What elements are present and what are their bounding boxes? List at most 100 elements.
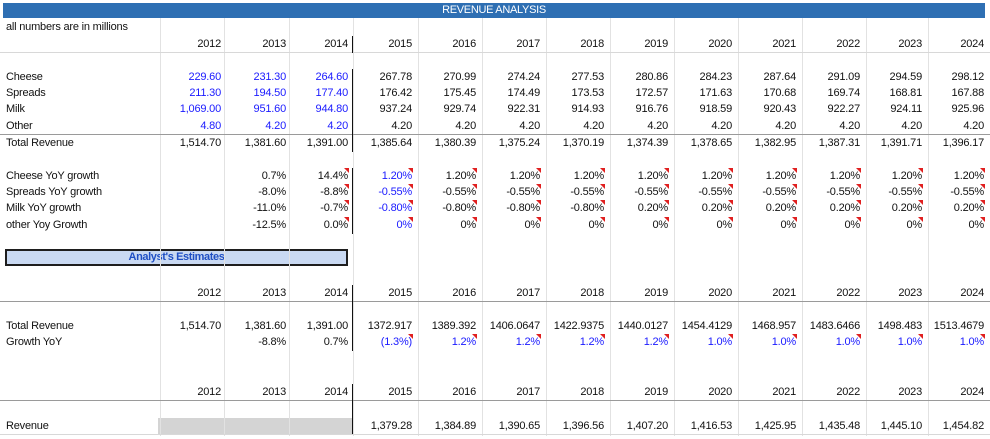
estimates-total-row-cell[interactable]: 1422.9375 (553, 320, 604, 332)
revenue-row-cell[interactable]: 1,384.89 (434, 420, 476, 432)
milk-growth-row-cell[interactable]: -0.80% (570, 202, 604, 214)
comment-indicator-icon[interactable] (664, 217, 669, 222)
estimates-year-header-cell[interactable]: 2023 (898, 287, 922, 299)
comment-indicator-icon[interactable] (856, 168, 861, 173)
comment-indicator-icon[interactable] (408, 200, 413, 205)
spreads-row-cell[interactable]: 168.81 (889, 87, 923, 99)
spreads-growth-row-cell[interactable]: -0.55% (634, 186, 668, 198)
comment-indicator-icon[interactable] (408, 168, 413, 173)
estimates-growth-row-cell[interactable]: 1.0% (835, 336, 860, 348)
comment-indicator-icon[interactable] (918, 334, 923, 339)
other-row-cell[interactable]: 4.20 (647, 120, 668, 132)
revenue-row-cell[interactable] (286, 418, 348, 434)
cheese-row-cell[interactable]: 231.30 (253, 71, 287, 83)
estimates-year-header-cell[interactable]: 2014 (324, 287, 348, 299)
total-revenue-row-cell[interactable]: 1,391.00 (306, 137, 348, 149)
other-growth-row-cell[interactable]: 0% (460, 219, 477, 231)
other-row-cell[interactable]: 4.20 (775, 120, 796, 132)
other-growth-row-cell[interactable]: 0% (396, 219, 413, 231)
year-header-cell[interactable]: 2018 (580, 38, 604, 50)
comment-indicator-icon[interactable] (536, 334, 541, 339)
comment-indicator-icon[interactable] (536, 184, 541, 189)
estimates-year-header-cell[interactable]: 2013 (262, 287, 286, 299)
comment-indicator-icon[interactable] (918, 168, 923, 173)
estimates-growth-row-cell[interactable]: 1.2% (643, 336, 668, 348)
milk-row-cell[interactable]: 1,069.00 (179, 103, 221, 115)
milk-row-cell[interactable]: 924.11 (890, 103, 922, 115)
year-header-cell[interactable]: 2015 (388, 38, 412, 50)
revenue-row-cell[interactable]: 1,445.10 (880, 420, 922, 432)
other-growth-row-cell[interactable]: 0% (588, 219, 605, 231)
spreads-row-label[interactable]: Spreads (6, 87, 46, 99)
year-header-cell[interactable]: 2017 (516, 38, 540, 50)
comment-indicator-icon[interactable] (856, 200, 861, 205)
other-growth-row-cell[interactable]: 0% (780, 219, 797, 231)
milk-row-cell[interactable]: 944.80 (315, 103, 349, 115)
revenue-year-header-cell[interactable]: 2012 (197, 386, 221, 398)
year-header-cell[interactable]: 2021 (772, 38, 796, 50)
milk-row-cell[interactable]: 925.96 (951, 103, 985, 115)
other-row-cell[interactable]: 4.80 (200, 120, 221, 132)
comment-indicator-icon[interactable] (536, 200, 541, 205)
comment-indicator-icon[interactable] (408, 334, 413, 339)
milk-growth-row-cell[interactable]: 0.20% (891, 202, 922, 214)
revenue-row-cell[interactable]: 1,435.48 (818, 420, 860, 432)
spreads-growth-row-cell[interactable] (159, 184, 221, 200)
revenue-row-cell[interactable]: 1,454.82 (942, 420, 984, 432)
cheese-row-cell[interactable]: 229.60 (188, 71, 222, 83)
milk-growth-row-cell[interactable]: 0.20% (637, 202, 668, 214)
milk-row-cell[interactable]: 914.93 (571, 103, 605, 115)
revenue-row-cell[interactable]: 1,379.28 (370, 420, 412, 432)
comment-indicator-icon[interactable] (792, 217, 797, 222)
other-row-cell[interactable]: 4.20 (963, 120, 984, 132)
spreads-growth-row-cell[interactable]: -0.55% (888, 186, 922, 198)
other-row-cell[interactable]: 4.20 (391, 120, 412, 132)
cheese-row-cell[interactable]: 270.99 (443, 71, 477, 83)
spreads-row-cell[interactable]: 171.63 (699, 87, 733, 99)
comment-indicator-icon[interactable] (408, 217, 413, 222)
spreads-row-cell[interactable]: 176.42 (379, 87, 413, 99)
comment-indicator-icon[interactable] (980, 217, 985, 222)
milk-row-cell[interactable]: 922.27 (827, 103, 861, 115)
estimates-total-row-cell[interactable]: 1389.392 (431, 320, 476, 332)
cheese-row-label[interactable]: Cheese (6, 71, 43, 83)
year-header-cell[interactable]: 2019 (644, 38, 668, 50)
comment-indicator-icon[interactable] (600, 334, 605, 339)
other-growth-row-cell[interactable]: 0% (716, 219, 733, 231)
total-revenue-row-label[interactable]: Total Revenue (6, 137, 74, 149)
milk-growth-row-cell[interactable]: -0.80% (442, 202, 476, 214)
revenue-row-cell[interactable]: 1,416.53 (690, 420, 732, 432)
cheese-growth-row-cell[interactable] (159, 168, 221, 184)
comment-indicator-icon[interactable] (664, 168, 669, 173)
total-revenue-row-cell[interactable]: 1,514.70 (179, 137, 221, 149)
estimates-growth-row-cell[interactable] (159, 334, 221, 350)
cheese-growth-row-cell[interactable]: 1.20% (381, 170, 412, 182)
cheese-growth-row-cell[interactable]: 0.7% (261, 170, 286, 182)
other-growth-row-cell[interactable]: 0.0% (323, 219, 348, 231)
year-header-cell[interactable]: 2024 (960, 38, 984, 50)
other-row-cell[interactable]: 4.20 (583, 120, 604, 132)
milk-row-cell[interactable]: 929.74 (443, 103, 477, 115)
comment-indicator-icon[interactable] (472, 217, 477, 222)
comment-indicator-icon[interactable] (728, 184, 733, 189)
estimates-growth-row-cell[interactable]: 1.0% (771, 336, 796, 348)
cheese-growth-row-cell[interactable]: 14.4% (317, 170, 348, 182)
total-revenue-row-cell[interactable]: 1,387.31 (818, 137, 860, 149)
revenue-row-cell[interactable]: 1,390.65 (498, 420, 540, 432)
milk-row-cell[interactable]: 916.76 (635, 103, 669, 115)
comment-indicator-icon[interactable] (472, 168, 477, 173)
comment-indicator-icon[interactable] (664, 200, 669, 205)
cheese-growth-row-cell[interactable]: 1.20% (701, 170, 732, 182)
other-growth-row-cell[interactable]: 0% (844, 219, 861, 231)
estimates-growth-row-cell[interactable]: 1.0% (707, 336, 732, 348)
revenue-year-header-cell[interactable]: 2016 (452, 386, 476, 398)
cheese-row-cell[interactable]: 280.86 (635, 71, 669, 83)
milk-row-cell[interactable]: 922.31 (507, 103, 541, 115)
estimates-total-row-cell[interactable]: 1483.6466 (809, 320, 860, 332)
cheese-growth-row-cell[interactable]: 1.20% (765, 170, 796, 182)
revenue-year-header-cell[interactable]: 2021 (772, 386, 796, 398)
estimates-total-row-cell[interactable]: 1406.0647 (489, 320, 540, 332)
total-revenue-row-cell[interactable]: 1,370.19 (562, 137, 604, 149)
comment-indicator-icon[interactable] (856, 184, 861, 189)
revenue-year-header-cell[interactable]: 2023 (898, 386, 922, 398)
